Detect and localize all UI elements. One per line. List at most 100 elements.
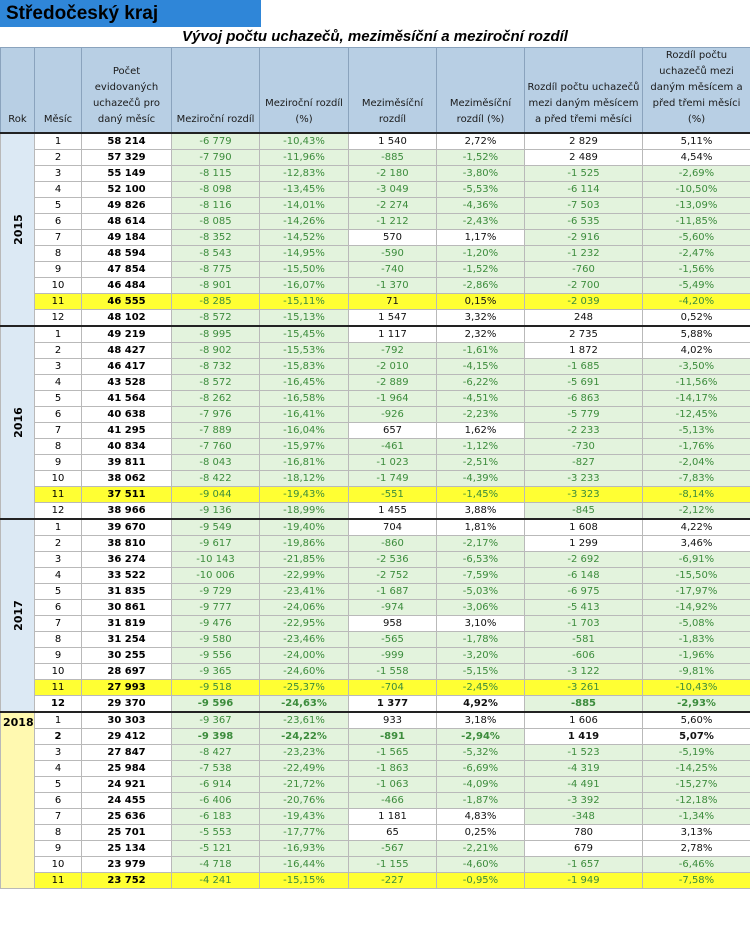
year-cell: 2018	[0, 711, 35, 889]
mezimesicni-rozdil-pct-cell: -2,43%	[436, 213, 525, 230]
month-cell: 5	[34, 390, 82, 407]
pocet-cell: 25 636	[81, 808, 172, 825]
rozdil-tri-mesice-pct-cell: -5,49%	[642, 277, 750, 294]
mezirocni-rozdil-cell: -8 285	[171, 293, 260, 310]
rozdil-tri-mesice-cell: -2 233	[524, 422, 643, 439]
rozdil-tri-mesice-pct-cell: -14,25%	[642, 760, 750, 777]
mezirocni-rozdil-pct-cell: -23,46%	[259, 631, 349, 648]
mezimesicni-rozdil-pct-cell: 0,15%	[436, 293, 525, 310]
mezirocni-rozdil-cell: -6 914	[171, 776, 260, 793]
mezirocni-rozdil-cell: -8 422	[171, 470, 260, 487]
table-row: 11 37 511 -9 044 -19,43% -551 -1,45% -3 323 -8,…	[1, 486, 750, 503]
rozdil-tri-mesice-pct-cell: 4,54%	[642, 149, 750, 166]
mezimesicni-rozdil-pct-cell: -2,45%	[436, 679, 525, 696]
mezirocni-rozdil-cell: -8 732	[171, 358, 260, 375]
table-row: 9 39 811 -8 043 -16,81% -1 023 -2,51% -827 -2,0…	[1, 454, 750, 471]
month-cell: 5	[34, 583, 82, 600]
mezimesicni-rozdil-cell: -3 049	[348, 181, 437, 198]
month-cell: 5	[34, 776, 82, 793]
rozdil-tri-mesice-cell: -760	[524, 261, 643, 278]
rozdil-tri-mesice-pct-cell: -12,18%	[642, 792, 750, 809]
mezimesicni-rozdil-cell: -704	[348, 679, 437, 696]
mezimesicni-rozdil-pct-cell: -4,60%	[436, 856, 525, 873]
month-cell: 10	[34, 663, 82, 680]
mezimesicni-rozdil-pct-cell: 2,72%	[436, 132, 525, 150]
mezirocni-rozdil-cell: -4 241	[171, 872, 260, 889]
mezirocni-rozdil-pct-cell: -15,50%	[259, 261, 349, 278]
mezimesicni-rozdil-pct-cell: -7,59%	[436, 567, 525, 584]
mezirocni-rozdil-pct-cell: -23,61%	[259, 711, 349, 729]
rozdil-tri-mesice-pct-cell: 5,88%	[642, 325, 750, 343]
table-row: 3 36 274 -10 143 -21,85% -2 536 -6,53% -2 692-…	[1, 551, 750, 568]
pocet-cell: 49 219	[81, 325, 172, 343]
pocet-cell: 46 417	[81, 358, 172, 375]
mezirocni-rozdil-pct-cell: -14,52%	[259, 229, 349, 246]
table-row: 8 31 254 -9 580 -23,46% -565 -1,78% -581 -1,83%	[1, 631, 750, 648]
month-cell: 3	[34, 358, 82, 375]
mezimesicni-rozdil-pct-cell: -1,52%	[436, 149, 525, 166]
month-cell: 1	[34, 132, 82, 150]
table-row: 12 38 966 -9 136 -18,99% 1 455 3,88% -845 -2,12…	[1, 502, 750, 520]
mezirocni-rozdil-pct-cell: -22,95%	[259, 615, 349, 632]
table-row: 2 57 329 -7 790 -11,96% -885 -1,52% 2 489 4,54%	[1, 149, 750, 166]
month-cell: 8	[34, 824, 82, 841]
table-row: 2017 1 39 670 -9 549 -19,40% 704 1,81% 1 608 4,2…	[0, 518, 750, 713]
mezirocni-rozdil-pct-cell: -23,41%	[259, 583, 349, 600]
rozdil-tri-mesice-cell: -6 148	[524, 567, 643, 584]
rozdil-tri-mesice-pct-cell: -1,83%	[642, 631, 750, 648]
table-row: 6 30 861 -9 777 -24,06% -974 -3,06% -5 413 -14,…	[1, 599, 750, 616]
mezirocni-rozdil-pct-cell: -19,86%	[259, 535, 349, 552]
rozdil-tri-mesice-cell: -3 323	[524, 486, 643, 503]
mezimesicni-rozdil-cell: -974	[348, 599, 437, 616]
rozdil-tri-mesice-cell: 1 419	[524, 728, 643, 745]
mezimesicni-rozdil-pct-cell: -3,80%	[436, 165, 525, 182]
mezimesicni-rozdil-cell: -2 274	[348, 197, 437, 214]
mezimesicni-rozdil-cell: 65	[348, 824, 437, 841]
rozdil-tri-mesice-cell: -581	[524, 631, 643, 648]
pocet-cell: 31 819	[81, 615, 172, 632]
mezirocni-rozdil-cell: -9 365	[171, 663, 260, 680]
year-label: 2015	[11, 214, 25, 245]
mezimesicni-rozdil-pct-cell: 3,10%	[436, 615, 525, 632]
table-row: 5 49 826 -8 116 -14,01% -2 274 -4,36% -7 503 -1…	[1, 197, 750, 214]
rozdil-tri-mesice-cell: 2 489	[524, 149, 643, 166]
pocet-cell: 39 670	[81, 518, 172, 536]
pocet-cell: 46 484	[81, 277, 172, 294]
mezimesicni-rozdil-pct-cell: 3,18%	[436, 711, 525, 729]
mezirocni-rozdil-cell: -8 572	[171, 309, 260, 327]
rozdil-tri-mesice-pct-cell: -7,83%	[642, 470, 750, 487]
rozdil-tri-mesice-pct-cell: 5,11%	[642, 132, 750, 150]
table-row: 7 41 295 -7 889 -16,04% 657 1,62% -2 233 -5,13%	[1, 422, 750, 439]
month-cell: 2	[34, 535, 82, 552]
header-rozdil-tri-mesice-pct: Rozdíl počtu uchazečů mezi daným měsícem…	[642, 47, 750, 134]
month-cell: 7	[34, 229, 82, 246]
mezirocni-rozdil-pct-cell: -13,45%	[259, 181, 349, 198]
mezimesicni-rozdil-pct-cell: -3,06%	[436, 599, 525, 616]
month-cell: 9	[34, 261, 82, 278]
month-cell: 1	[34, 325, 82, 343]
rozdil-tri-mesice-cell: -2 700	[524, 277, 643, 294]
mezimesicni-rozdil-cell: 933	[348, 711, 437, 729]
mezirocni-rozdil-pct-cell: -11,96%	[259, 149, 349, 166]
rozdil-tri-mesice-cell: -4 491	[524, 776, 643, 793]
pocet-cell: 38 810	[81, 535, 172, 552]
month-cell: 3	[34, 744, 82, 761]
month-cell: 6	[34, 213, 82, 230]
mezimesicni-rozdil-pct-cell: 4,92%	[436, 695, 525, 713]
mezirocni-rozdil-cell: -9 044	[171, 486, 260, 503]
pocet-cell: 43 528	[81, 374, 172, 391]
mezirocni-rozdil-cell: -8 902	[171, 342, 260, 359]
pocet-cell: 40 834	[81, 438, 172, 455]
mezirocni-rozdil-pct-cell: -21,85%	[259, 551, 349, 568]
mezimesicni-rozdil-cell: -885	[348, 149, 437, 166]
pocet-cell: 31 835	[81, 583, 172, 600]
table-row: 5 41 564 -8 262 -16,58% -1 964 -4,51% -6 863 -1…	[1, 390, 750, 407]
month-cell: 3	[34, 551, 82, 568]
mezirocni-rozdil-cell: -8 043	[171, 454, 260, 471]
rozdil-tri-mesice-pct-cell: 5,07%	[642, 728, 750, 745]
rozdil-tri-mesice-pct-cell: -5,19%	[642, 744, 750, 761]
rozdil-tri-mesice-cell: 1 608	[524, 518, 643, 536]
pocet-cell: 58 214	[81, 132, 172, 150]
year-label: 2017	[11, 600, 25, 631]
table-row: 2015 1 58 214 -6 779 -10,43% 1 540 2,72% 2 829 5…	[0, 132, 750, 327]
